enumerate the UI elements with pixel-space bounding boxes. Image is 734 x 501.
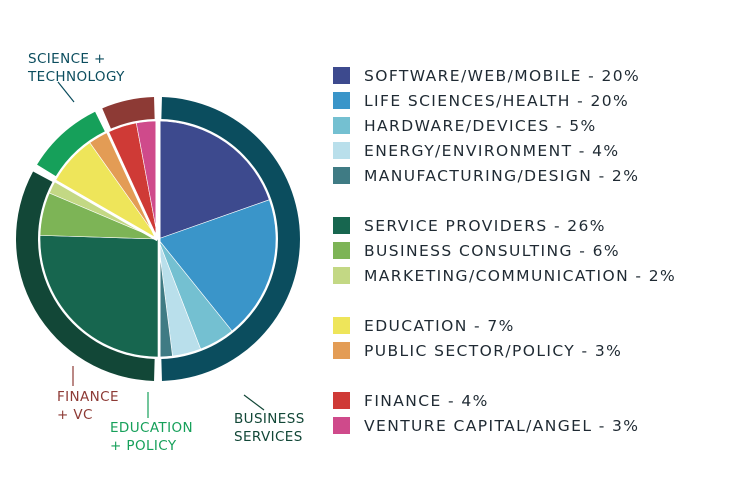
legend-label: PUBLIC SECTOR/POLICY - 3% [364,342,623,360]
group-label-line: SERVICES [234,429,303,445]
legend-item-hardware-devices: HARDWARE/DEVICES - 5% [333,116,728,136]
legend-item-energy-environment: ENERGY/ENVIRONMENT - 4% [333,141,728,161]
legend-label: MARKETING/COMMUNICATION - 2% [364,267,677,285]
legend-label: BUSINESS CONSULTING - 6% [364,242,620,260]
group-label-line: TECHNOLOGY [28,69,125,85]
legend-item-public-sector-policy: PUBLIC SECTOR/POLICY - 3% [333,341,728,361]
group-label-line: BUSINESS [234,411,305,427]
group-label-line: EDUCATION [110,420,193,436]
legend-swatch [333,242,350,259]
pie-slice-life-sciences-health [157,199,277,332]
legend-swatch [333,117,350,134]
legend-item-service-providers: SERVICE PROVIDERS - 26% [333,216,728,236]
legend-swatch [333,417,350,434]
group-label-line: + VC [57,407,93,423]
legend-swatch [333,267,350,284]
legend-label: VENTURE CAPITAL/ANGEL - 3% [364,417,640,435]
legend-item-life-sciences-health: LIFE SCIENCES/HEALTH - 20% [333,91,728,111]
legend-item-finance: FINANCE - 4% [333,391,728,411]
legend-label: ENERGY/ENVIRONMENT - 4% [364,142,620,160]
legend-swatch [333,317,350,334]
group-label-science-technology: SCIENCE + TECHNOLOGY [28,50,125,86]
group-label-line: FINANCE [57,389,119,405]
legend-swatch [333,392,350,409]
legend-item-business-consulting: BUSINESS CONSULTING - 6% [333,241,728,261]
legend-label: SERVICE PROVIDERS - 26% [364,217,606,235]
group-ring-business-services [15,171,155,381]
legend-swatch [333,92,350,109]
legend-item-manufacturing-design: MANUFACTURING/DESIGN - 2% [333,166,728,186]
legend-swatch [333,342,350,359]
legend-swatch [333,217,350,234]
legend-label: HARDWARE/DEVICES - 5% [364,117,597,135]
legend-swatch [333,67,350,84]
legend-swatch [333,142,350,159]
legend-label: FINANCE - 4% [364,392,489,410]
legend-label: EDUCATION - 7% [364,317,515,335]
legend-item-venture-capital-angel: VENTURE CAPITAL/ANGEL - 3% [333,416,728,436]
legend-item-software-web-mobile: SOFTWARE/WEB/MOBILE - 20% [333,66,728,86]
legend-swatch [333,167,350,184]
group-ring-science-technology [161,97,300,381]
legend-label: LIFE SCIENCES/HEALTH - 20% [364,92,630,110]
group-label-line: SCIENCE + [28,51,106,67]
group-label-education-policy: EDUCATION + POLICY [110,419,193,455]
legend-item-education: EDUCATION - 7% [333,316,728,336]
group-label-line: + POLICY [110,438,177,454]
group-ring-education-policy [37,111,105,177]
group-label-business-services: BUSINESS SERVICES [234,410,305,446]
leader-line-business [243,394,265,411]
legend-item-marketing-communication: MARKETING/COMMUNICATION - 2% [333,266,728,286]
group-label-finance-vc: FINANCE + VC [57,388,119,424]
legend-label: MANUFACTURING/DESIGN - 2% [364,167,640,185]
group-ring-finance-vc [102,97,155,129]
legend-label: SOFTWARE/WEB/MOBILE - 20% [364,67,641,85]
pie-slice-service-providers [39,235,159,358]
leader-line-science [57,81,75,103]
